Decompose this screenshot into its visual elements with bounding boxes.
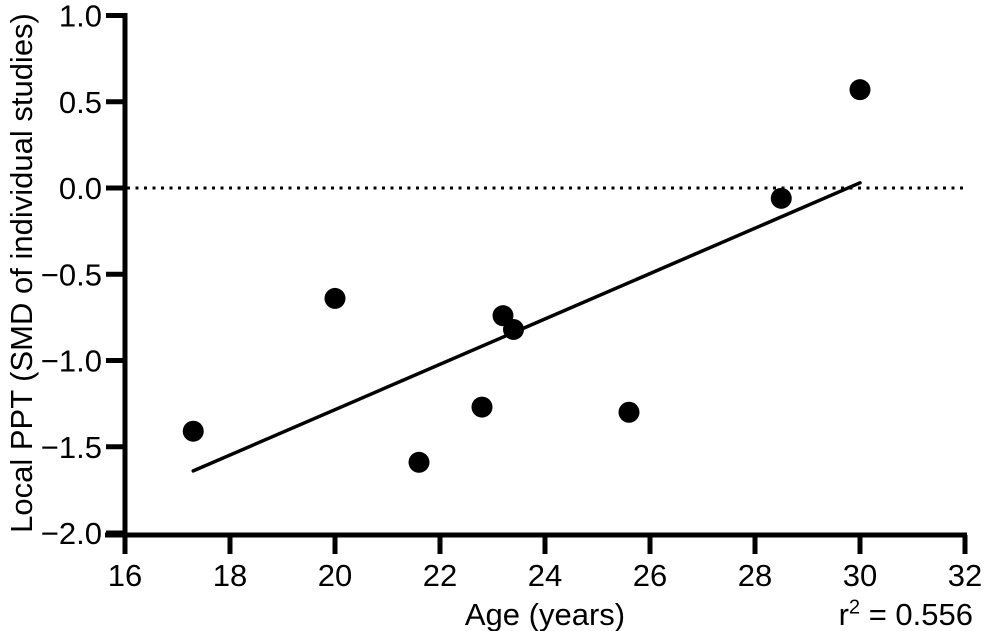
y-tick-label: 0.5: [59, 85, 102, 120]
r-squared-variable: r: [838, 597, 849, 631]
x-tick-label: 26: [633, 558, 667, 593]
data-point: [770, 187, 792, 209]
y-tick-label: 1.0: [59, 0, 102, 34]
x-tick-label: 28: [738, 558, 772, 593]
x-tick-label: 20: [318, 558, 352, 593]
x-tick-label: 22: [423, 558, 457, 593]
x-axis-label: Age (years): [464, 597, 626, 631]
data-point: [471, 396, 493, 418]
x-tick-label: 16: [108, 558, 142, 593]
x-tick-label: 32: [948, 558, 982, 593]
y-axis-label: Local PPT (SMD of individual studies): [4, 13, 39, 533]
y-tick-label: 0.0: [59, 171, 102, 206]
data-point: [503, 318, 524, 340]
y-tick-label: −1.5: [41, 430, 102, 465]
x-tick-label: 18: [213, 558, 247, 593]
y-tick-label: −1.0: [41, 344, 102, 379]
x-tick-label: 30: [843, 558, 877, 593]
r-squared-exponent: 2: [848, 596, 861, 619]
data-point: [408, 451, 430, 473]
data-point: [849, 79, 871, 101]
y-tick-label: −2.0: [41, 516, 102, 551]
r-squared-annotation: r2 = 0.556: [839, 597, 973, 631]
data-point: [182, 420, 204, 442]
x-tick-label: 24: [528, 558, 562, 593]
data-point: [618, 401, 640, 423]
regression-line: [191, 181, 862, 473]
y-tick-label: −0.5: [41, 257, 102, 292]
data-point: [324, 287, 346, 309]
r-squared-value: = 0.556: [860, 597, 973, 631]
